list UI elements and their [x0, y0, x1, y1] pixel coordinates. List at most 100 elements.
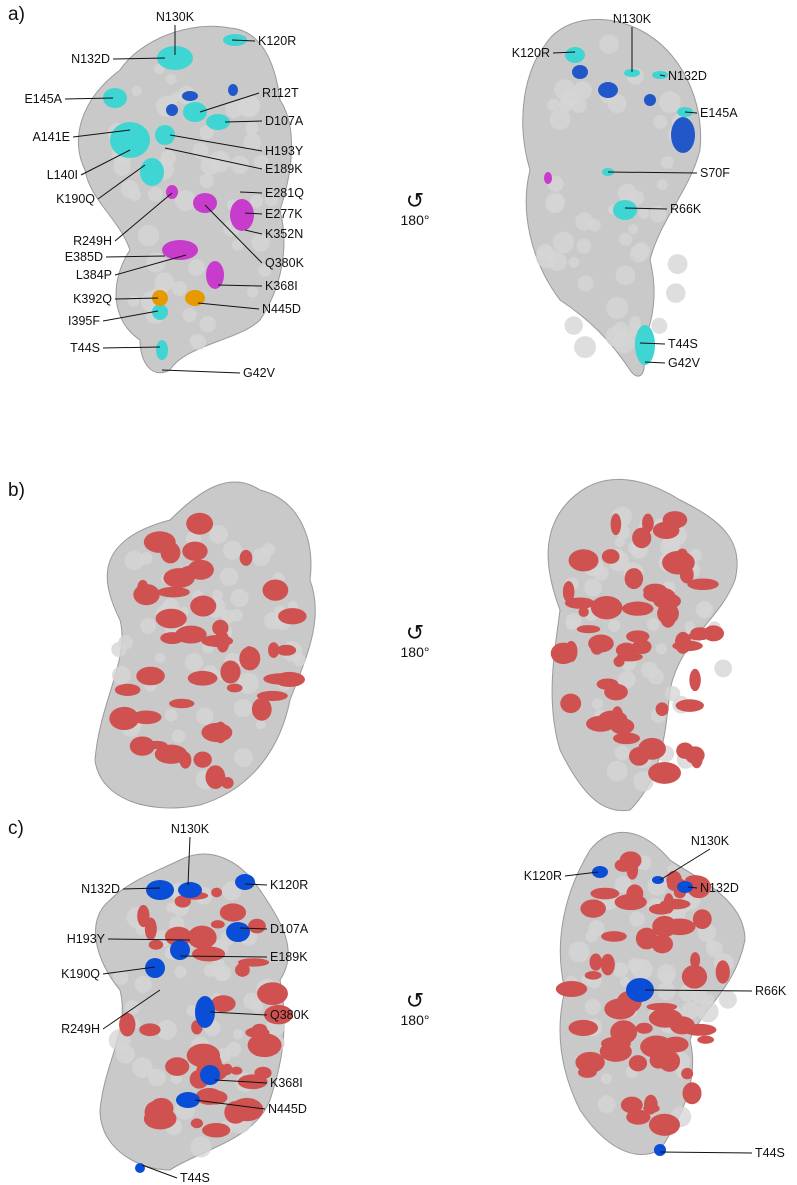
mutation-patch-blue [178, 882, 202, 898]
leader-line [239, 191, 263, 194]
hydrophobic-patch [590, 595, 623, 620]
surface-bump [657, 981, 676, 1001]
hydrophobic-patch [562, 581, 575, 603]
surface-bump [612, 962, 628, 978]
surface-bump [196, 707, 214, 725]
hydrophobic-patch [648, 762, 681, 784]
surface-bump [574, 336, 597, 359]
hydrophobic-patch [148, 939, 164, 950]
hydrophobic-patch [239, 549, 253, 566]
mutation-patch-blue [176, 1092, 200, 1108]
surface-bump [661, 970, 675, 984]
hydrophobic-patch [663, 918, 696, 936]
surface-bump [568, 941, 590, 963]
mutation-label: R112T [262, 86, 299, 100]
surface-bump [251, 233, 270, 252]
hydrophobic-patch [550, 642, 577, 665]
hydrophobic-patch [210, 920, 225, 929]
surface-bump [606, 297, 629, 319]
surface-bump [233, 698, 253, 718]
surface-bump [617, 671, 636, 689]
hydrophobic-patch [230, 1097, 264, 1122]
mutation-patch-blue [182, 91, 198, 101]
hydrophobic-patch [239, 646, 261, 671]
leader-line [187, 836, 191, 886]
hydrophobic-patch [628, 1055, 648, 1072]
hydrophobic-patch [646, 1002, 678, 1011]
hydrophobic-patch [580, 899, 606, 918]
surface-bump [243, 133, 262, 151]
surface-bump [174, 966, 187, 979]
mutation-patch-blue [598, 82, 618, 98]
mutation-label: E189K [265, 162, 303, 176]
mutation-label: K368I [270, 1076, 303, 1090]
surface-bump [131, 85, 142, 97]
hydrophobic-patch [274, 671, 305, 688]
surface-bump [613, 331, 635, 354]
mutation-patch-cyan [156, 340, 168, 360]
surface-bump [245, 121, 259, 135]
hydrophobic-patch [703, 625, 725, 642]
hydrophobic-patch [257, 982, 288, 1006]
hydrophobic-patch [129, 736, 155, 756]
mutation-label: N130K [170, 822, 210, 836]
surface-bump [140, 617, 157, 634]
hydrophobic-patch [584, 971, 602, 980]
hydrophobic-patch [164, 926, 192, 947]
leader-line [639, 342, 666, 345]
leader-line [659, 74, 666, 77]
hydrophobic-patch [248, 918, 266, 934]
leader-line [64, 97, 114, 100]
mutation-label: K120R [523, 869, 562, 883]
hydrophobic-patch [555, 980, 588, 997]
leader-line [161, 369, 241, 374]
hydrophobic-patch [136, 666, 165, 686]
hydrophobic-patch [683, 1023, 717, 1036]
mutation-patch-blue [226, 922, 250, 942]
leader-line [102, 989, 161, 1030]
mutation-label: T44S [668, 337, 698, 351]
surface-bump [111, 665, 131, 685]
hydrophobic-patch [186, 1043, 221, 1068]
leader-line [197, 302, 260, 310]
mutation-label: Q380K [265, 256, 304, 270]
hydrophobic-patch [251, 697, 272, 721]
surface-bump [164, 709, 178, 722]
surface-bump [573, 81, 592, 100]
surface-bump [564, 316, 583, 335]
mutation-label: Q380K [270, 1008, 309, 1022]
mutation-patch-cyan [565, 47, 585, 63]
mutation-patch-blue [235, 874, 255, 890]
surface-bump [638, 208, 650, 220]
mutation-label: S70F [700, 166, 730, 180]
hydrophobic-patch [568, 1019, 599, 1037]
surface-bump [665, 283, 686, 303]
hydrophobic-patch [262, 579, 289, 601]
hydrophobic-patch [655, 702, 669, 716]
surface-bump [190, 1136, 212, 1158]
leader-line [624, 207, 668, 210]
surface-bump [632, 242, 651, 260]
leader-line [224, 120, 263, 123]
surface-bump [188, 259, 206, 276]
surface-bump [592, 698, 604, 710]
mutation-label: R66K [670, 202, 702, 216]
surface-bump [231, 238, 244, 251]
surface-bump [619, 976, 631, 987]
hydrophobic-patch [149, 1097, 174, 1119]
hydrophobic-patch [114, 683, 141, 696]
mutation-label: K120R [258, 34, 297, 48]
hydrophobic-patch [657, 602, 679, 625]
leader-line [244, 212, 263, 215]
mutation-patch-cyan [157, 46, 193, 70]
mutation-patch-magenta [206, 261, 224, 289]
hydrophobic-patch [681, 964, 708, 989]
surface-bump [234, 748, 254, 768]
surface-bump [171, 91, 182, 103]
surface-bump [199, 125, 215, 140]
hydrophobic-patch [169, 698, 195, 709]
surface-bump [597, 1095, 616, 1114]
mutation-patch-blue [146, 880, 174, 900]
surface-bump [628, 224, 639, 235]
hydrophobic-patch [682, 1082, 702, 1105]
